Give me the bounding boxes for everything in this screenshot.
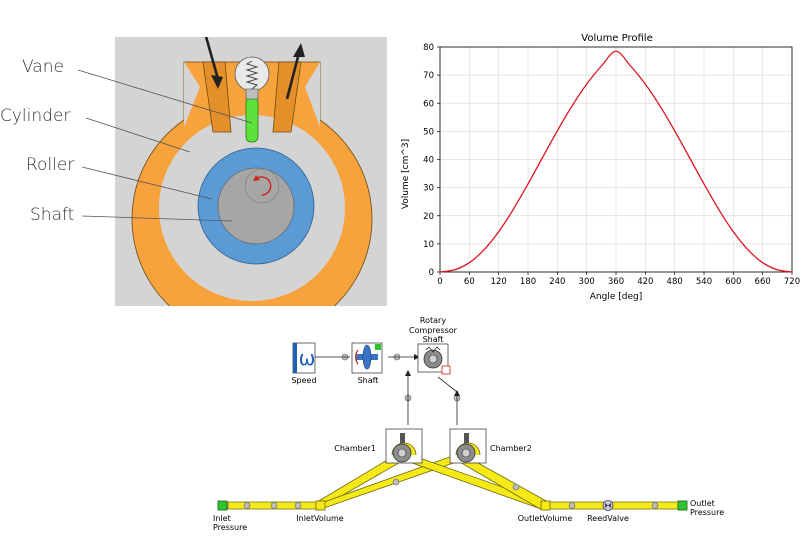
shaft-axis bbox=[244, 168, 280, 204]
spring-icon bbox=[245, 60, 259, 90]
y-tick-label: 60 bbox=[423, 99, 434, 109]
shaft-label: Shaft bbox=[358, 376, 379, 385]
reed-valve-block[interactable] bbox=[602, 500, 614, 511]
schematic-svg: ω Speed Shaft Rotary Compressor Shaft bbox=[213, 316, 724, 532]
signal-lines bbox=[315, 356, 458, 425]
outlet-pressure-label-2: Pressure bbox=[690, 508, 724, 517]
y-tick-label: 50 bbox=[423, 127, 434, 137]
x-tick-label: 300 bbox=[579, 277, 595, 287]
inflow-arrow-icon bbox=[203, 32, 220, 80]
inlet-pressure-label-2: Pressure bbox=[213, 523, 247, 532]
chart-ticks: 0 60 120 180 240 300 360 420 480 540 600 660 720 0 10 2… bbox=[423, 43, 800, 287]
volume-series-line bbox=[439, 50, 793, 273]
x-tick-label: 420 bbox=[637, 277, 653, 287]
x-tick-label: 60 bbox=[464, 277, 475, 287]
reed-valve-label: ReedValve bbox=[587, 514, 629, 523]
y-tick-label: 70 bbox=[423, 71, 434, 81]
rotary-title-line2: Compressor bbox=[409, 326, 458, 335]
chamber2-label: Chamber2 bbox=[490, 444, 532, 453]
rotary-title-line3: Shaft bbox=[423, 335, 444, 344]
chart-svg: Volume Profile Angle [deg] Volume [cm^3]… bbox=[401, 33, 800, 302]
pipe-outlet-b bbox=[610, 501, 679, 510]
chart-xlabel: Angle [deg] bbox=[590, 292, 642, 302]
y-tick-label: 30 bbox=[423, 184, 434, 194]
label-vane: Vane bbox=[22, 57, 64, 77]
y-tick-label: 0 bbox=[429, 268, 434, 278]
pipes bbox=[227, 452, 679, 511]
chart-grid bbox=[439, 46, 793, 273]
x-tick-label: 0 bbox=[437, 277, 442, 287]
label-cylinder: Cylinder bbox=[0, 106, 71, 126]
rotary-compressor-shaft-block[interactable] bbox=[417, 343, 451, 375]
x-tick-label: 540 bbox=[696, 277, 712, 287]
outflow-arrow-icon bbox=[285, 52, 301, 100]
leader-lines bbox=[77, 69, 253, 222]
chart-series bbox=[439, 50, 793, 273]
y-tick-label: 40 bbox=[423, 156, 434, 166]
compressor-cross-section bbox=[115, 32, 387, 340]
x-tick-label: 240 bbox=[549, 277, 565, 287]
x-tick-label: 180 bbox=[520, 277, 536, 287]
plot-area-frame bbox=[439, 46, 793, 273]
x-tick-label: 720 bbox=[784, 277, 800, 287]
inlet-pressure-label-1: Inlet bbox=[213, 514, 231, 523]
x-tick-label: 660 bbox=[755, 277, 771, 287]
pipe-ports bbox=[243, 353, 659, 509]
rotation-arrow-icon bbox=[255, 176, 272, 196]
x-tick-label: 120 bbox=[491, 277, 507, 287]
y-tick-label: 20 bbox=[423, 212, 434, 222]
inlet-volume-block[interactable] bbox=[315, 500, 326, 511]
shaft bbox=[217, 167, 295, 245]
y-tick-label: 80 bbox=[423, 43, 434, 53]
chamber1-label: Chamber1 bbox=[334, 444, 376, 453]
x-tick-label: 600 bbox=[725, 277, 741, 287]
speed-block[interactable]: ω bbox=[292, 342, 316, 374]
speed-label: Speed bbox=[291, 376, 316, 385]
system-schematic: ω Speed Shaft Rotary Compressor Shaft bbox=[200, 312, 740, 534]
inlet-pressure-block[interactable] bbox=[217, 500, 228, 511]
label-shaft: Shaft bbox=[30, 205, 75, 225]
y-tick-label: 10 bbox=[423, 240, 434, 250]
outlet-pressure-block[interactable] bbox=[677, 500, 688, 511]
rotary-title-line1: Rotary bbox=[420, 316, 446, 325]
compressor-drawing bbox=[131, 32, 373, 340]
chart-ylabel: Volume [cm^3] bbox=[401, 139, 411, 209]
outlet-volume-label: OutletVolume bbox=[518, 514, 573, 523]
label-roller: Roller bbox=[26, 155, 75, 175]
x-tick-label: 360 bbox=[608, 277, 624, 287]
volume-profile-chart: Volume Profile Angle [deg] Volume [cm^3]… bbox=[395, 28, 803, 308]
inlet-volume-label: InletVolume bbox=[296, 514, 344, 523]
chamber2-block[interactable] bbox=[449, 428, 487, 464]
pipe-outlet-a bbox=[547, 501, 606, 510]
outlet-pressure-label-1: Outlet bbox=[690, 499, 715, 508]
chamber1-block[interactable] bbox=[385, 428, 423, 464]
x-tick-label: 480 bbox=[667, 277, 683, 287]
speed-symbol-icon: ω bbox=[299, 346, 316, 370]
shaft-block[interactable] bbox=[351, 342, 383, 374]
chart-title: Volume Profile bbox=[581, 33, 652, 44]
outlet-volume-block[interactable] bbox=[540, 500, 551, 511]
